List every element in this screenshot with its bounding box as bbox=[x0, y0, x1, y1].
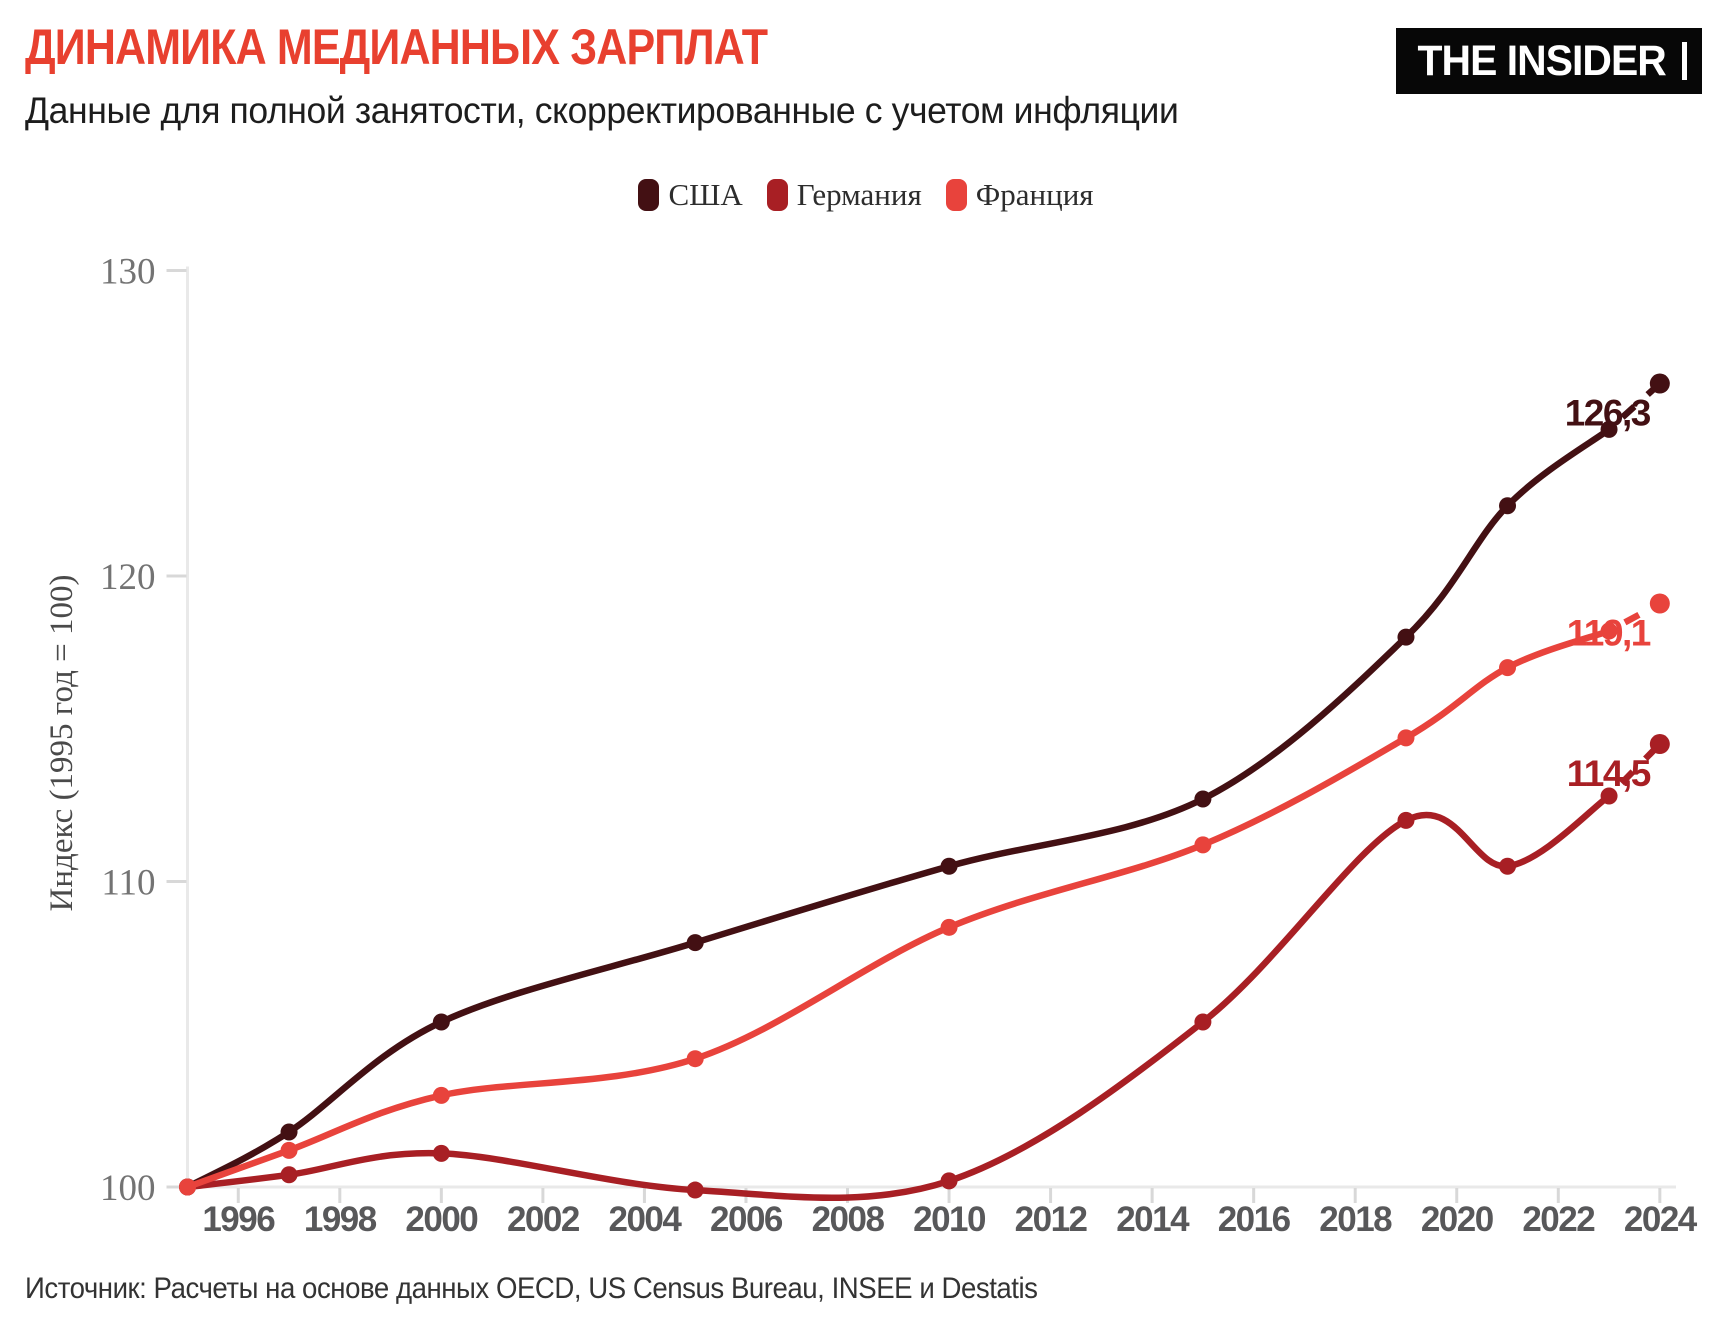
series-france-line bbox=[184, 627, 1613, 1191]
x-tick-label: 2016 bbox=[1218, 1200, 1291, 1239]
series-germany-marker bbox=[1397, 811, 1415, 829]
legend-swatch-germany bbox=[766, 179, 788, 211]
legend-swatch-france bbox=[945, 179, 967, 211]
line-chart: 100 110 120 130 1996 1998 2000 2002 2004 2006 2008… bbox=[44, 252, 1699, 1240]
y-tick-label: 120 bbox=[100, 557, 156, 598]
x-tick-label: 2006 bbox=[710, 1200, 783, 1239]
series-usa-marker bbox=[686, 934, 704, 952]
page-title: ДИНАМИКА МЕДИАННЫХ ЗАРПЛАТ bbox=[25, 19, 768, 75]
series-france-marker bbox=[1499, 659, 1517, 677]
series-france-end-dot bbox=[1649, 593, 1670, 614]
series-germany-marker bbox=[432, 1144, 450, 1162]
y-tick-label: 130 bbox=[100, 252, 156, 293]
series-germany-marker bbox=[1194, 1013, 1212, 1031]
series-usa-marker bbox=[1600, 420, 1618, 438]
series-usa-marker bbox=[1194, 790, 1212, 808]
series-usa-marker bbox=[940, 857, 958, 875]
series-usa-marker bbox=[432, 1013, 450, 1031]
series-france-value-label: 119,1 bbox=[1567, 612, 1651, 653]
x-tick-label: 2022 bbox=[1522, 1200, 1595, 1239]
x-tick-label: 2018 bbox=[1319, 1200, 1392, 1239]
series-usa-marker bbox=[1499, 497, 1517, 515]
series-germany-dashed-segment bbox=[1606, 741, 1663, 799]
series-germany-end-dot bbox=[1649, 734, 1670, 755]
x-tick-label: 2020 bbox=[1421, 1200, 1494, 1239]
legend-item-france: Франция bbox=[945, 177, 1094, 213]
source-note: Источник: Расчеты на основе данных OECD,… bbox=[25, 1272, 1038, 1305]
legend-label-germany: Германия bbox=[796, 177, 922, 212]
y-tick-label: 100 bbox=[100, 1168, 156, 1209]
axes: 100 110 120 130 1996 1998 2000 2002 2004 2006 2008… bbox=[44, 252, 1699, 1240]
legend-label-france: Франция bbox=[975, 177, 1094, 212]
series-usa-value-label: 126,3 bbox=[1565, 393, 1651, 434]
x-tick-label: 1998 bbox=[304, 1200, 377, 1239]
series-germany-line bbox=[184, 792, 1613, 1202]
legend-swatch-usa bbox=[638, 179, 660, 211]
logo-cursor-bar bbox=[1681, 42, 1687, 80]
series-usa-dashed-segment bbox=[1606, 381, 1663, 432]
series-usa: 126,3 bbox=[179, 373, 1670, 1196]
series-france-marker bbox=[179, 1178, 196, 1196]
series-france-marker bbox=[1397, 729, 1415, 747]
series-germany-marker bbox=[1499, 857, 1517, 875]
legend-item-usa: США bbox=[638, 177, 743, 213]
series-france-marker bbox=[280, 1141, 298, 1159]
series-france-marker bbox=[1194, 836, 1212, 854]
series-germany-marker bbox=[280, 1166, 298, 1184]
series-usa-marker bbox=[280, 1123, 298, 1141]
x-tick-label: 2002 bbox=[507, 1200, 580, 1239]
series-usa-line bbox=[184, 426, 1613, 1191]
legend: США Германия Франция bbox=[0, 177, 1732, 213]
series-germany: 114,5 bbox=[179, 734, 1670, 1202]
y-tick-label: 110 bbox=[101, 863, 155, 904]
x-tick-label: 1996 bbox=[202, 1200, 275, 1239]
series-germany-value-label: 114,5 bbox=[1567, 753, 1651, 794]
x-tick-label: 2000 bbox=[405, 1200, 478, 1239]
series-france-marker bbox=[432, 1086, 450, 1104]
series-usa-end-dot bbox=[1649, 373, 1670, 394]
x-tick-label: 2010 bbox=[913, 1200, 986, 1239]
x-tick-label: 2004 bbox=[608, 1200, 682, 1239]
series-germany-marker bbox=[1600, 787, 1618, 805]
x-tick-label: 2014 bbox=[1116, 1200, 1190, 1239]
x-tick-label: 2012 bbox=[1015, 1200, 1088, 1239]
series-france-marker bbox=[940, 918, 958, 936]
series-germany-marker bbox=[940, 1172, 958, 1190]
series-france-dashed-segment bbox=[1607, 600, 1662, 634]
the-insider-logo: THE INSIDER bbox=[1396, 28, 1702, 94]
series-france-marker bbox=[1600, 622, 1618, 640]
y-axis-title: Индекс (1995 год = 100) bbox=[44, 575, 80, 912]
series-france-marker bbox=[686, 1050, 704, 1068]
legend-item-germany: Германия bbox=[766, 177, 922, 213]
page-subtitle: Данные для полной занятости, скорректиро… bbox=[25, 90, 1179, 131]
logo-text: THE INSIDER bbox=[1417, 36, 1667, 85]
legend-label-usa: США bbox=[668, 177, 743, 212]
series-france: 119,1 bbox=[179, 593, 1670, 1196]
x-tick-label: 2024 bbox=[1624, 1200, 1698, 1239]
x-tick-label: 2008 bbox=[812, 1200, 885, 1239]
series-germany-marker bbox=[686, 1181, 704, 1199]
series-usa-marker bbox=[1397, 628, 1415, 646]
